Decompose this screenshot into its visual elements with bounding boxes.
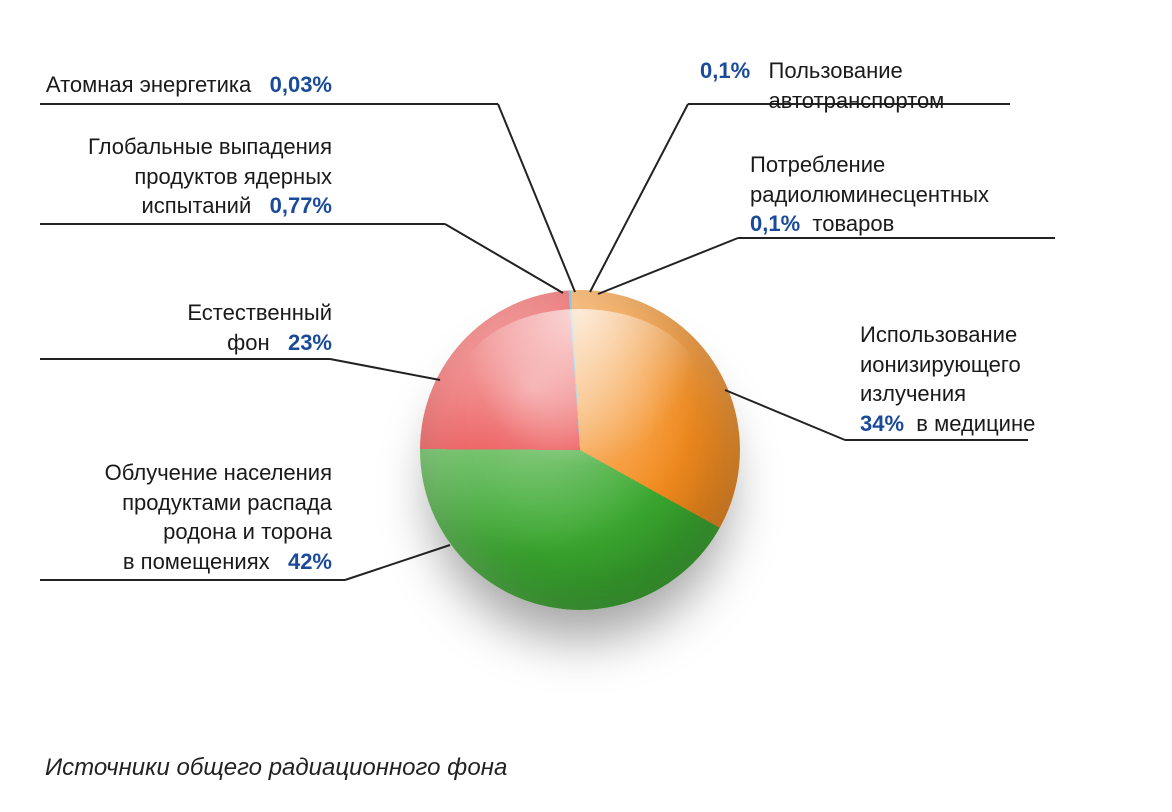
label-text: Потребление [750,152,885,177]
label-text: Глобальные выпадения [88,134,332,159]
label-text: продуктов ядерных [134,164,332,189]
label-percent: 34% [860,411,904,436]
label-percent: 0,03% [270,72,332,97]
label-text: испытаний [141,193,251,218]
label-text: продуктами распада [122,490,332,515]
label-text: излучения [860,381,966,406]
label-text: ионизирующего [860,352,1021,377]
label-percent: 23% [288,330,332,355]
label-percent: 0,77% [270,193,332,218]
label-text: радиолюминесцентных [750,182,989,207]
label-text: Пользование [769,58,903,83]
pie-graphic [420,290,740,610]
label-text: фон [227,330,270,355]
chart-caption: Источники общего радиационного фона [45,754,507,782]
label-percent: 42% [288,549,332,574]
label-percent: 0,1% [750,211,800,236]
label-percent: 0,1% [700,58,750,83]
label-text: Облучение населения [105,460,332,485]
label-text: в медицине [916,411,1035,436]
label-text: Атомная энергетика [46,72,251,97]
label-radon: Облучение населения продуктами распада р… [32,458,332,577]
label-text: родона и торона [163,519,332,544]
label-text: в помещениях [123,549,270,574]
label-natural: Естественный фон 23% [42,298,332,357]
label-transport: 0,1% Пользование автотранспортом [700,56,1040,115]
label-text: товаров [812,211,894,236]
label-text: Естественный [187,300,332,325]
label-medicine: Использование ионизирующего излучения 34… [860,320,1140,439]
label-lumines: Потребление радиолюминесцентных 0,1% тов… [750,150,1110,239]
label-text: автотранспортом [769,88,945,113]
label-fallout: Глобальные выпадения продуктов ядерных и… [42,132,332,221]
label-text: Использование [860,322,1017,347]
pie-chart: Атомная энергетика 0,03% Глобальные выпа… [0,0,1172,812]
label-nuclear: Атомная энергетика 0,03% [42,70,332,100]
